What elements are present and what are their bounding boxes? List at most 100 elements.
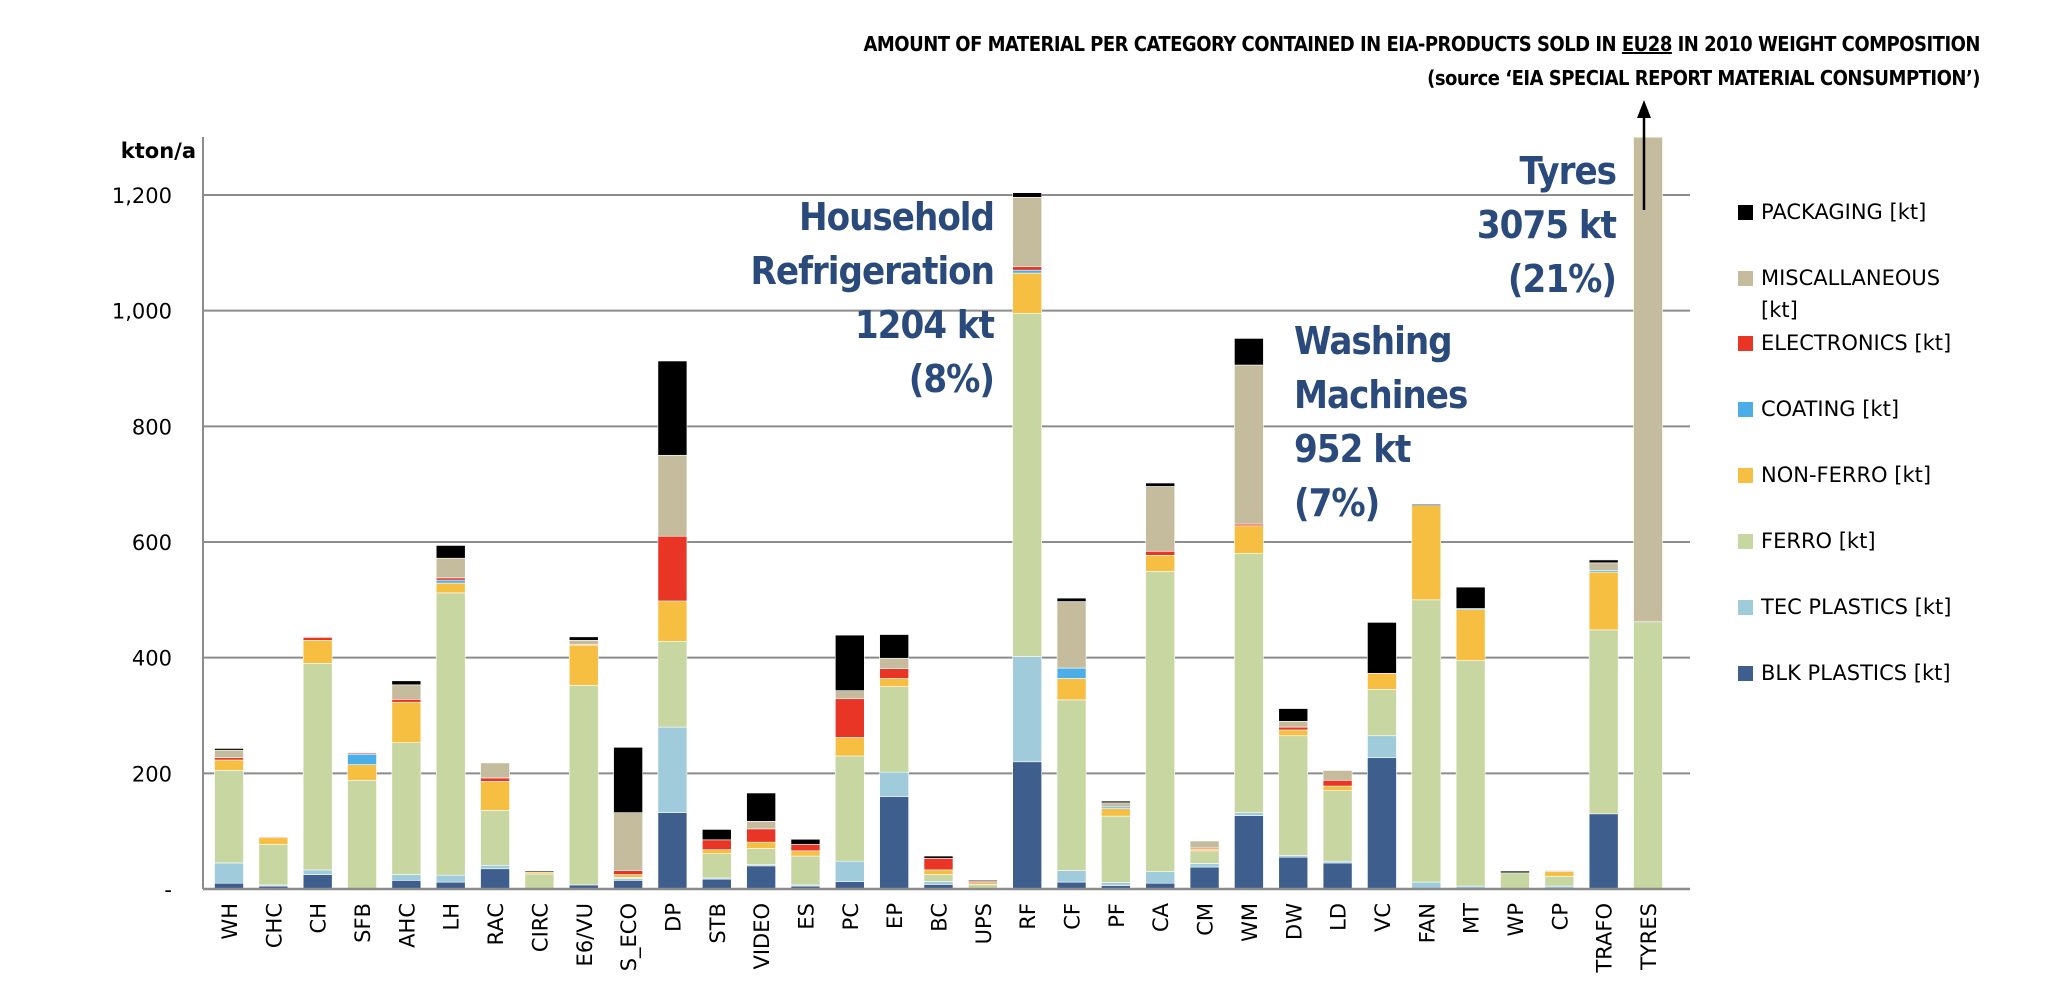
bar-segment-ferro [879,686,909,773]
bar-segment-non-ferro [746,841,776,849]
bar-segment-blk-plastics [879,796,909,890]
bar-segment-ferro [1012,313,1042,657]
bar-segment-ferro [1101,815,1131,883]
bar-segment-non-ferro [1278,729,1309,737]
bar-segment-non-ferro [568,644,599,686]
bar-ups [968,880,998,890]
bar-segment-non-ferro [790,850,821,857]
legend-item-packaging: PACKAGING [kt] [1738,196,1981,228]
bar-segment-tec-plastics [214,862,244,884]
legend-item-miscallaneous: MISCALLANEOUS [kt] [1738,262,1951,326]
x-tick-label: DP [661,903,685,932]
bar-segment-electronics [347,752,377,755]
bar-ld [1322,770,1353,890]
legend-swatch-icon [1738,534,1753,549]
bar-segment-miscallaneous [1322,770,1353,781]
bar-ep [879,634,909,890]
bar-segment-non-ferro [391,701,422,743]
bar-pc [835,634,865,890]
bar-segment-electronics [746,828,776,843]
bar-segment-non-ferro [923,869,954,875]
axes [202,137,1690,891]
bar-segment-non-ferro [1544,871,1575,877]
bar-vc [1367,622,1397,890]
legend-swatch-icon [1738,271,1753,286]
bar-segment-non-ferro [835,737,865,757]
bar-dp [657,360,688,890]
x-tick-label: ES [794,903,818,930]
bar-segment-electronics [613,870,643,875]
bar-segment-ferro [568,685,599,886]
bar-segment-electronics [879,668,909,679]
bar-segment-tec-plastics [480,864,510,870]
x-tick-label: CM [1194,903,1218,936]
bar-segment-non-ferro [701,849,732,855]
bar-segment-non-ferro [1145,555,1176,572]
bar-segment-non-ferro [1056,678,1087,701]
bar-segment-electronics [391,699,422,703]
bar-tyres [1633,136,1663,890]
bar-segment-packaging [923,855,954,859]
bar-segment-miscallaneous [1544,870,1575,872]
legend-label: ELECTRONICS [kt] [1761,331,1952,355]
x-tick-label: AHC [395,903,419,948]
bar-segment-packaging [1145,482,1176,487]
bar-segment-ferro [347,779,377,890]
bar-segment-blk-plastics [1278,856,1309,890]
bar-segment-packaging [790,838,821,845]
legend-swatch-icon [1738,600,1753,615]
x-tick-label: SFB [351,903,375,943]
tyres-overflow-arrow-icon [1637,100,1651,210]
legend-swatch-icon [1738,402,1753,417]
bar-segment-blk-plastics [1234,815,1264,890]
x-tick-label: CHC [262,903,286,948]
legend-swatch-icon [1738,336,1753,351]
bar-segment-packaging [391,680,422,686]
bar-segment-miscallaneous [613,812,643,871]
bar-segment-packaging [835,634,865,691]
x-tick-label: WP [1504,903,1528,936]
legend-swatch-icon [1738,205,1753,220]
annotation-line: 952 kt [1294,427,1411,471]
bar-segment-tec-plastics [1189,863,1220,868]
bar-segment-packaging [435,545,466,559]
y-tick-label: 1,000 [112,300,172,324]
bar-segment-miscallaneous [1189,840,1220,849]
bar-segment-electronics [1012,266,1042,271]
x-tick-label: LH [440,903,464,931]
legend-item-ferro: FERRO [kt] [1738,525,1981,557]
bar-segment-packaging [524,870,555,873]
x-tick-labels: WH CHC CH SFB AHC LH RAC CIRC E6/VU S_ECO DP STB VID… [218,902,1661,973]
bar-sfb [347,752,377,890]
bar-stb [701,829,732,890]
bar-segment-tec-plastics [302,869,333,875]
bar-segment-ferro [1455,660,1486,887]
bar-segment-coating [435,579,466,584]
bar-wh [214,748,244,890]
bar-segment-ferro [657,641,688,728]
bar-segment-tec-plastics [657,726,688,813]
x-tick-label: WM [1238,903,1262,942]
bar-segment-ferro [1544,875,1575,887]
bar-segment-miscallaneous [657,454,688,537]
bar-es [790,838,821,890]
bar-segment-ferro [524,873,555,890]
bar-cp [1544,870,1575,890]
bar-segment-packaging [1278,708,1309,722]
bar-segment-packaging [701,829,732,841]
bar-segment-blk-plastics [657,812,688,890]
bar-segment-packaging [1500,870,1530,874]
bar-ahc [391,680,422,890]
bar-segment-electronics [657,535,688,602]
bar-segment-miscallaneous [435,557,466,579]
bar-segment-electronics [790,844,821,852]
x-tick-label: TYRES [1637,903,1661,971]
bar-segment-non-ferro [1234,525,1264,554]
bar-segment-ferro [391,742,422,875]
bar-segment-electronics [302,637,333,641]
bar-segment-miscallaneous [1056,601,1087,669]
legend-item-non-ferro: NON-FERRO [kt] [1738,459,1981,491]
x-tick-label: RF [1016,903,1040,930]
bar-segment-coating [1056,667,1087,679]
bar-segment-non-ferro [480,781,510,811]
